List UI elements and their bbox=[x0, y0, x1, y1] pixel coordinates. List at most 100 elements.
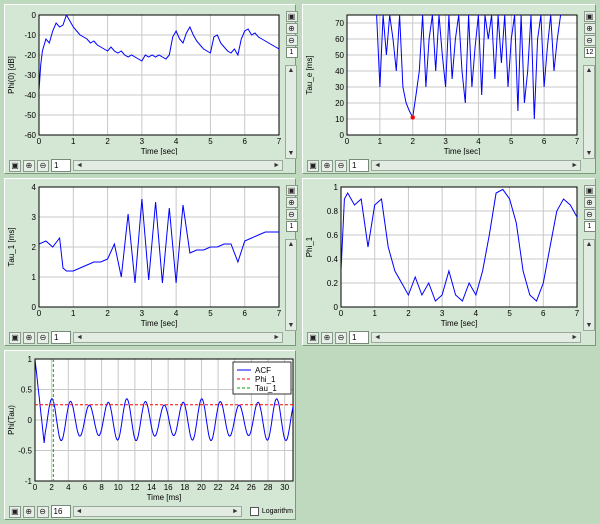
y-tick-label: 4 bbox=[32, 183, 37, 192]
plot-border bbox=[38, 14, 280, 136]
x-page-field[interactable]: 16 bbox=[50, 505, 71, 518]
x-tick-label: 1 bbox=[378, 137, 383, 146]
y-tick-label: -20 bbox=[24, 51, 36, 60]
x-page-field[interactable]: 1 bbox=[51, 331, 71, 344]
x-tick-label: 0 bbox=[37, 137, 42, 146]
checkbox-box[interactable] bbox=[249, 507, 259, 516]
y-tick-label: 2 bbox=[32, 243, 37, 252]
horizontal-scrollbar[interactable]: ◄ ► bbox=[371, 332, 581, 343]
scroll-right-icon[interactable]: ► bbox=[231, 508, 239, 515]
series-line bbox=[39, 15, 279, 92]
zoom-out-icon[interactable]: ⊖ bbox=[37, 331, 49, 344]
horizontal-scrollbar[interactable]: ◄ ► bbox=[72, 506, 242, 517]
y-page-field[interactable]: 1 bbox=[285, 221, 298, 232]
scroll-left-icon[interactable]: ◄ bbox=[76, 334, 83, 341]
zoom-in-icon[interactable]: ⊕ bbox=[23, 331, 35, 344]
horizontal-scrollbar[interactable]: ◄ ► bbox=[73, 332, 283, 343]
zoom-out-icon[interactable]: ⊖ bbox=[583, 35, 596, 46]
x-tick-label: 0 bbox=[37, 309, 42, 318]
y-tick-label: 50 bbox=[335, 51, 344, 60]
scroll-left-icon[interactable]: ◄ bbox=[75, 508, 83, 515]
y-tick-label: 3 bbox=[32, 213, 37, 222]
x-tick-label: 0 bbox=[339, 309, 344, 318]
y-tick-label: 10 bbox=[335, 115, 344, 124]
zoom-in-icon[interactable]: ⊕ bbox=[285, 23, 298, 34]
y-tick-label: 0.4 bbox=[327, 255, 339, 264]
fit-icon[interactable]: ▣ bbox=[9, 159, 21, 172]
vertical-scrollbar[interactable]: ▲ ▼ bbox=[285, 239, 297, 331]
x-tick-label: 4 bbox=[476, 137, 481, 146]
x-tick-label: 7 bbox=[575, 309, 580, 318]
zoom-out-icon[interactable]: ⊖ bbox=[335, 159, 347, 172]
scroll-down-icon[interactable]: ▼ bbox=[585, 322, 593, 329]
scroll-left-icon[interactable]: ◄ bbox=[374, 334, 381, 341]
scroll-up-icon[interactable]: ▲ bbox=[585, 67, 593, 74]
scroll-right-icon[interactable]: ► bbox=[571, 162, 578, 169]
fit-icon[interactable]: ▣ bbox=[583, 185, 596, 196]
x-tick-label: 3 bbox=[140, 309, 145, 318]
fit-icon[interactable]: ▣ bbox=[307, 159, 319, 172]
horizontal-scrollbar[interactable]: ◄ ► bbox=[371, 160, 581, 171]
scroll-right-icon[interactable]: ► bbox=[273, 334, 280, 341]
zoom-out-icon[interactable]: ⊖ bbox=[36, 505, 49, 518]
zoom-in-icon[interactable]: ⊕ bbox=[321, 159, 333, 172]
x-axis-label: Time [sec] bbox=[141, 319, 178, 328]
vertical-scrollbar[interactable]: ▲ ▼ bbox=[583, 65, 595, 159]
vertical-scrollbar[interactable]: ▲ ▼ bbox=[583, 239, 595, 331]
y-page-field[interactable]: 1 bbox=[583, 221, 596, 232]
scroll-up-icon[interactable]: ▲ bbox=[585, 241, 593, 248]
x-tick-label: 14 bbox=[147, 483, 156, 492]
x-tick-label: 6 bbox=[83, 483, 88, 492]
zoom-out-icon[interactable]: ⊖ bbox=[37, 159, 49, 172]
zoom-out-icon[interactable]: ⊖ bbox=[583, 209, 596, 220]
zoom-out-icon[interactable]: ⊖ bbox=[285, 209, 298, 220]
scroll-right-icon[interactable]: ► bbox=[273, 162, 280, 169]
legend-box bbox=[232, 361, 292, 395]
fit-icon[interactable]: ▣ bbox=[9, 331, 21, 344]
zoom-in-icon[interactable]: ⊕ bbox=[23, 159, 35, 172]
y-page-field[interactable]: 1 bbox=[285, 47, 298, 58]
scroll-down-icon[interactable]: ▼ bbox=[287, 322, 295, 329]
x-tick-label: 3 bbox=[443, 137, 448, 146]
zoom-in-icon[interactable]: ⊕ bbox=[22, 505, 35, 518]
x-page-field[interactable]: 1 bbox=[51, 159, 71, 172]
fit-icon[interactable]: ▣ bbox=[9, 505, 21, 518]
y-tick-label: 0.8 bbox=[327, 207, 339, 216]
scroll-left-icon[interactable]: ◄ bbox=[374, 162, 381, 169]
y-tick-label: 1 bbox=[334, 183, 339, 192]
x-page-field[interactable]: 1 bbox=[349, 159, 369, 172]
scroll-down-icon[interactable]: ▼ bbox=[287, 150, 295, 157]
vertical-scrollbar[interactable]: ▲ ▼ bbox=[285, 65, 297, 159]
zoom-in-icon[interactable]: ⊕ bbox=[285, 197, 298, 208]
y-axis-label: Tau_e [ms] bbox=[305, 55, 314, 94]
zoom-in-icon[interactable]: ⊕ bbox=[321, 331, 333, 344]
zoom-out-icon[interactable]: ⊖ bbox=[335, 331, 347, 344]
fit-icon[interactable]: ▣ bbox=[583, 11, 596, 22]
scroll-down-icon[interactable]: ▼ bbox=[585, 150, 593, 157]
fit-icon[interactable]: ▣ bbox=[307, 331, 319, 344]
logarithm-checkbox[interactable]: Logarithm bbox=[249, 507, 293, 516]
scroll-left-icon[interactable]: ◄ bbox=[76, 162, 83, 169]
y-tick-label: 0 bbox=[334, 303, 339, 312]
zoom-in-icon[interactable]: ⊕ bbox=[583, 197, 596, 208]
fit-icon[interactable]: ▣ bbox=[285, 185, 298, 196]
x-tick-label: 24 bbox=[230, 483, 239, 492]
x-tick-label: 6 bbox=[542, 137, 547, 146]
horizontal-scrollbar[interactable]: ◄ ► bbox=[73, 160, 283, 171]
panel-phi0: 0 1 2 3 4 5 6 7 0 -10 -20 -30 -40 -50 -60 Time [sec] Phi… bbox=[4, 4, 298, 174]
x-tick-label: 5 bbox=[208, 309, 213, 318]
plot-area bbox=[340, 186, 578, 308]
x-tick-label: 16 bbox=[164, 483, 173, 492]
x-tick-label: 6 bbox=[541, 309, 546, 318]
y-tick-label: -30 bbox=[24, 71, 36, 80]
scroll-right-icon[interactable]: ► bbox=[571, 334, 578, 341]
zoom-in-icon[interactable]: ⊕ bbox=[583, 23, 596, 34]
zoom-out-icon[interactable]: ⊖ bbox=[285, 35, 298, 46]
scroll-up-icon[interactable]: ▲ bbox=[287, 241, 295, 248]
scroll-up-icon[interactable]: ▲ bbox=[287, 67, 295, 74]
series-line bbox=[376, 15, 562, 120]
y-page-field[interactable]: 12 bbox=[583, 47, 596, 58]
fit-icon[interactable]: ▣ bbox=[285, 11, 298, 22]
x-page-field[interactable]: 1 bbox=[349, 331, 369, 344]
legend-label: Phi_1 bbox=[255, 375, 276, 384]
